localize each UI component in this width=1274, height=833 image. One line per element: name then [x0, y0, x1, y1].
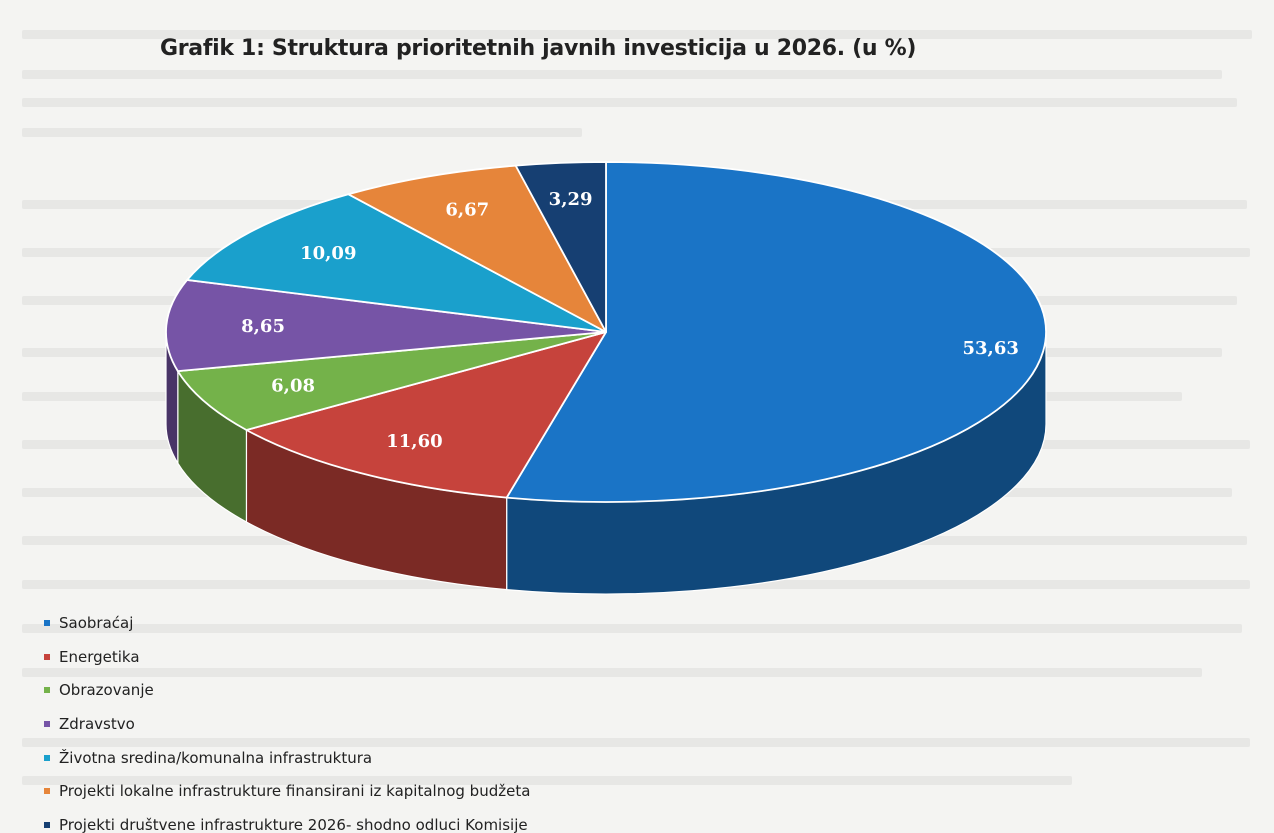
background-text-line	[22, 70, 1222, 79]
chart-legend: Saobraćaj Energetika Obrazovanje Zdravstvo Ž…	[44, 606, 530, 833]
background-text-line	[22, 624, 1242, 633]
pie-data-labels: 53,63 11,60 6,08 8,65 10,09 6,67 3,29	[241, 189, 1019, 452]
background-text-line	[22, 128, 582, 137]
legend-swatch	[44, 821, 50, 828]
pie-slice-saobracaj	[505, 161, 1047, 503]
legend-swatch	[44, 720, 50, 727]
background-text-line	[22, 668, 1202, 677]
legend-swatch	[44, 788, 50, 795]
pie-slice-projekti-lokalne-infrastrukture-finansirani-iz-kapitalnog-budzeta	[347, 164, 607, 333]
legend-label: Životna sredina/komunalna infrastruktura	[59, 748, 373, 767]
pie-slice-projekti-drustvene-infrastrukture-2026-shodno-odluci-komisije	[514, 161, 607, 333]
background-text-line	[22, 98, 1237, 107]
legend-label: Zdravstvo	[59, 714, 135, 733]
legend-label: Projekti društvene infrastrukture 2026- …	[59, 815, 528, 833]
data-label-saobracaj: 53,63	[963, 338, 1019, 359]
pie-sides	[165, 331, 1047, 595]
background-text-line	[22, 30, 1252, 39]
pie-slice-zivotna-sredina-komunalna-infrastruktura	[186, 193, 607, 333]
data-label-zivotna-sredina-komunalna-infrastruktura: 10,09	[300, 243, 356, 264]
legend-item-obrazovanje: Obrazovanje	[44, 673, 530, 707]
data-label-zdravstvo: 8,65	[241, 316, 285, 337]
pie-slice-zdravstvo	[165, 279, 607, 373]
legend-item-zdravstvo: Zdravstvo	[44, 707, 530, 741]
legend-label: Saobraćaj	[59, 613, 134, 632]
background-text-line	[22, 776, 1072, 785]
legend-item-zivotna-sredina-komunalna-infrastruktura: Životna sredina/komunalna infrastruktura	[44, 741, 530, 775]
data-label-projekti-lokalne-infrastrukture-finansirani-iz-kapitalnog-budzeta: 6,67	[445, 200, 489, 221]
background-text-line	[22, 738, 1250, 747]
legend-item-projekti-lokalne-infrastrukture-finansirani-iz-kapitalnog-budzeta: Projekti lokalne infrastrukture finansir…	[44, 774, 530, 808]
pie-slice-energetika	[245, 331, 607, 499]
data-label-energetika: 11,60	[386, 431, 442, 452]
legend-swatch	[44, 687, 50, 694]
legend-swatch	[44, 619, 50, 626]
pie-slice-obrazovanje	[176, 331, 607, 431]
legend-item-projekti-drustvene-infrastrukture-2026-shodno-odluci-komisije: Projekti društvene infrastrukture 2026- …	[44, 808, 530, 833]
legend-label: Energetika	[59, 647, 140, 666]
legend-label: Obrazovanje	[59, 681, 154, 700]
legend-swatch	[44, 653, 50, 660]
legend-item-saobracaj: Saobraćaj	[44, 606, 530, 640]
legend-swatch	[44, 754, 50, 761]
legend-item-energetika: Energetika	[44, 640, 530, 674]
chart-title: Grafik 1: Struktura prioritetnih javnih …	[160, 36, 917, 61]
pie-slices	[165, 161, 1047, 503]
legend-label: Projekti lokalne infrastrukture finansir…	[59, 782, 531, 801]
data-label-obrazovanje: 6,08	[271, 375, 315, 396]
data-label-projekti-drustvene-infrastrukture-2026-shodno-odluci-komisije: 3,29	[549, 189, 593, 210]
